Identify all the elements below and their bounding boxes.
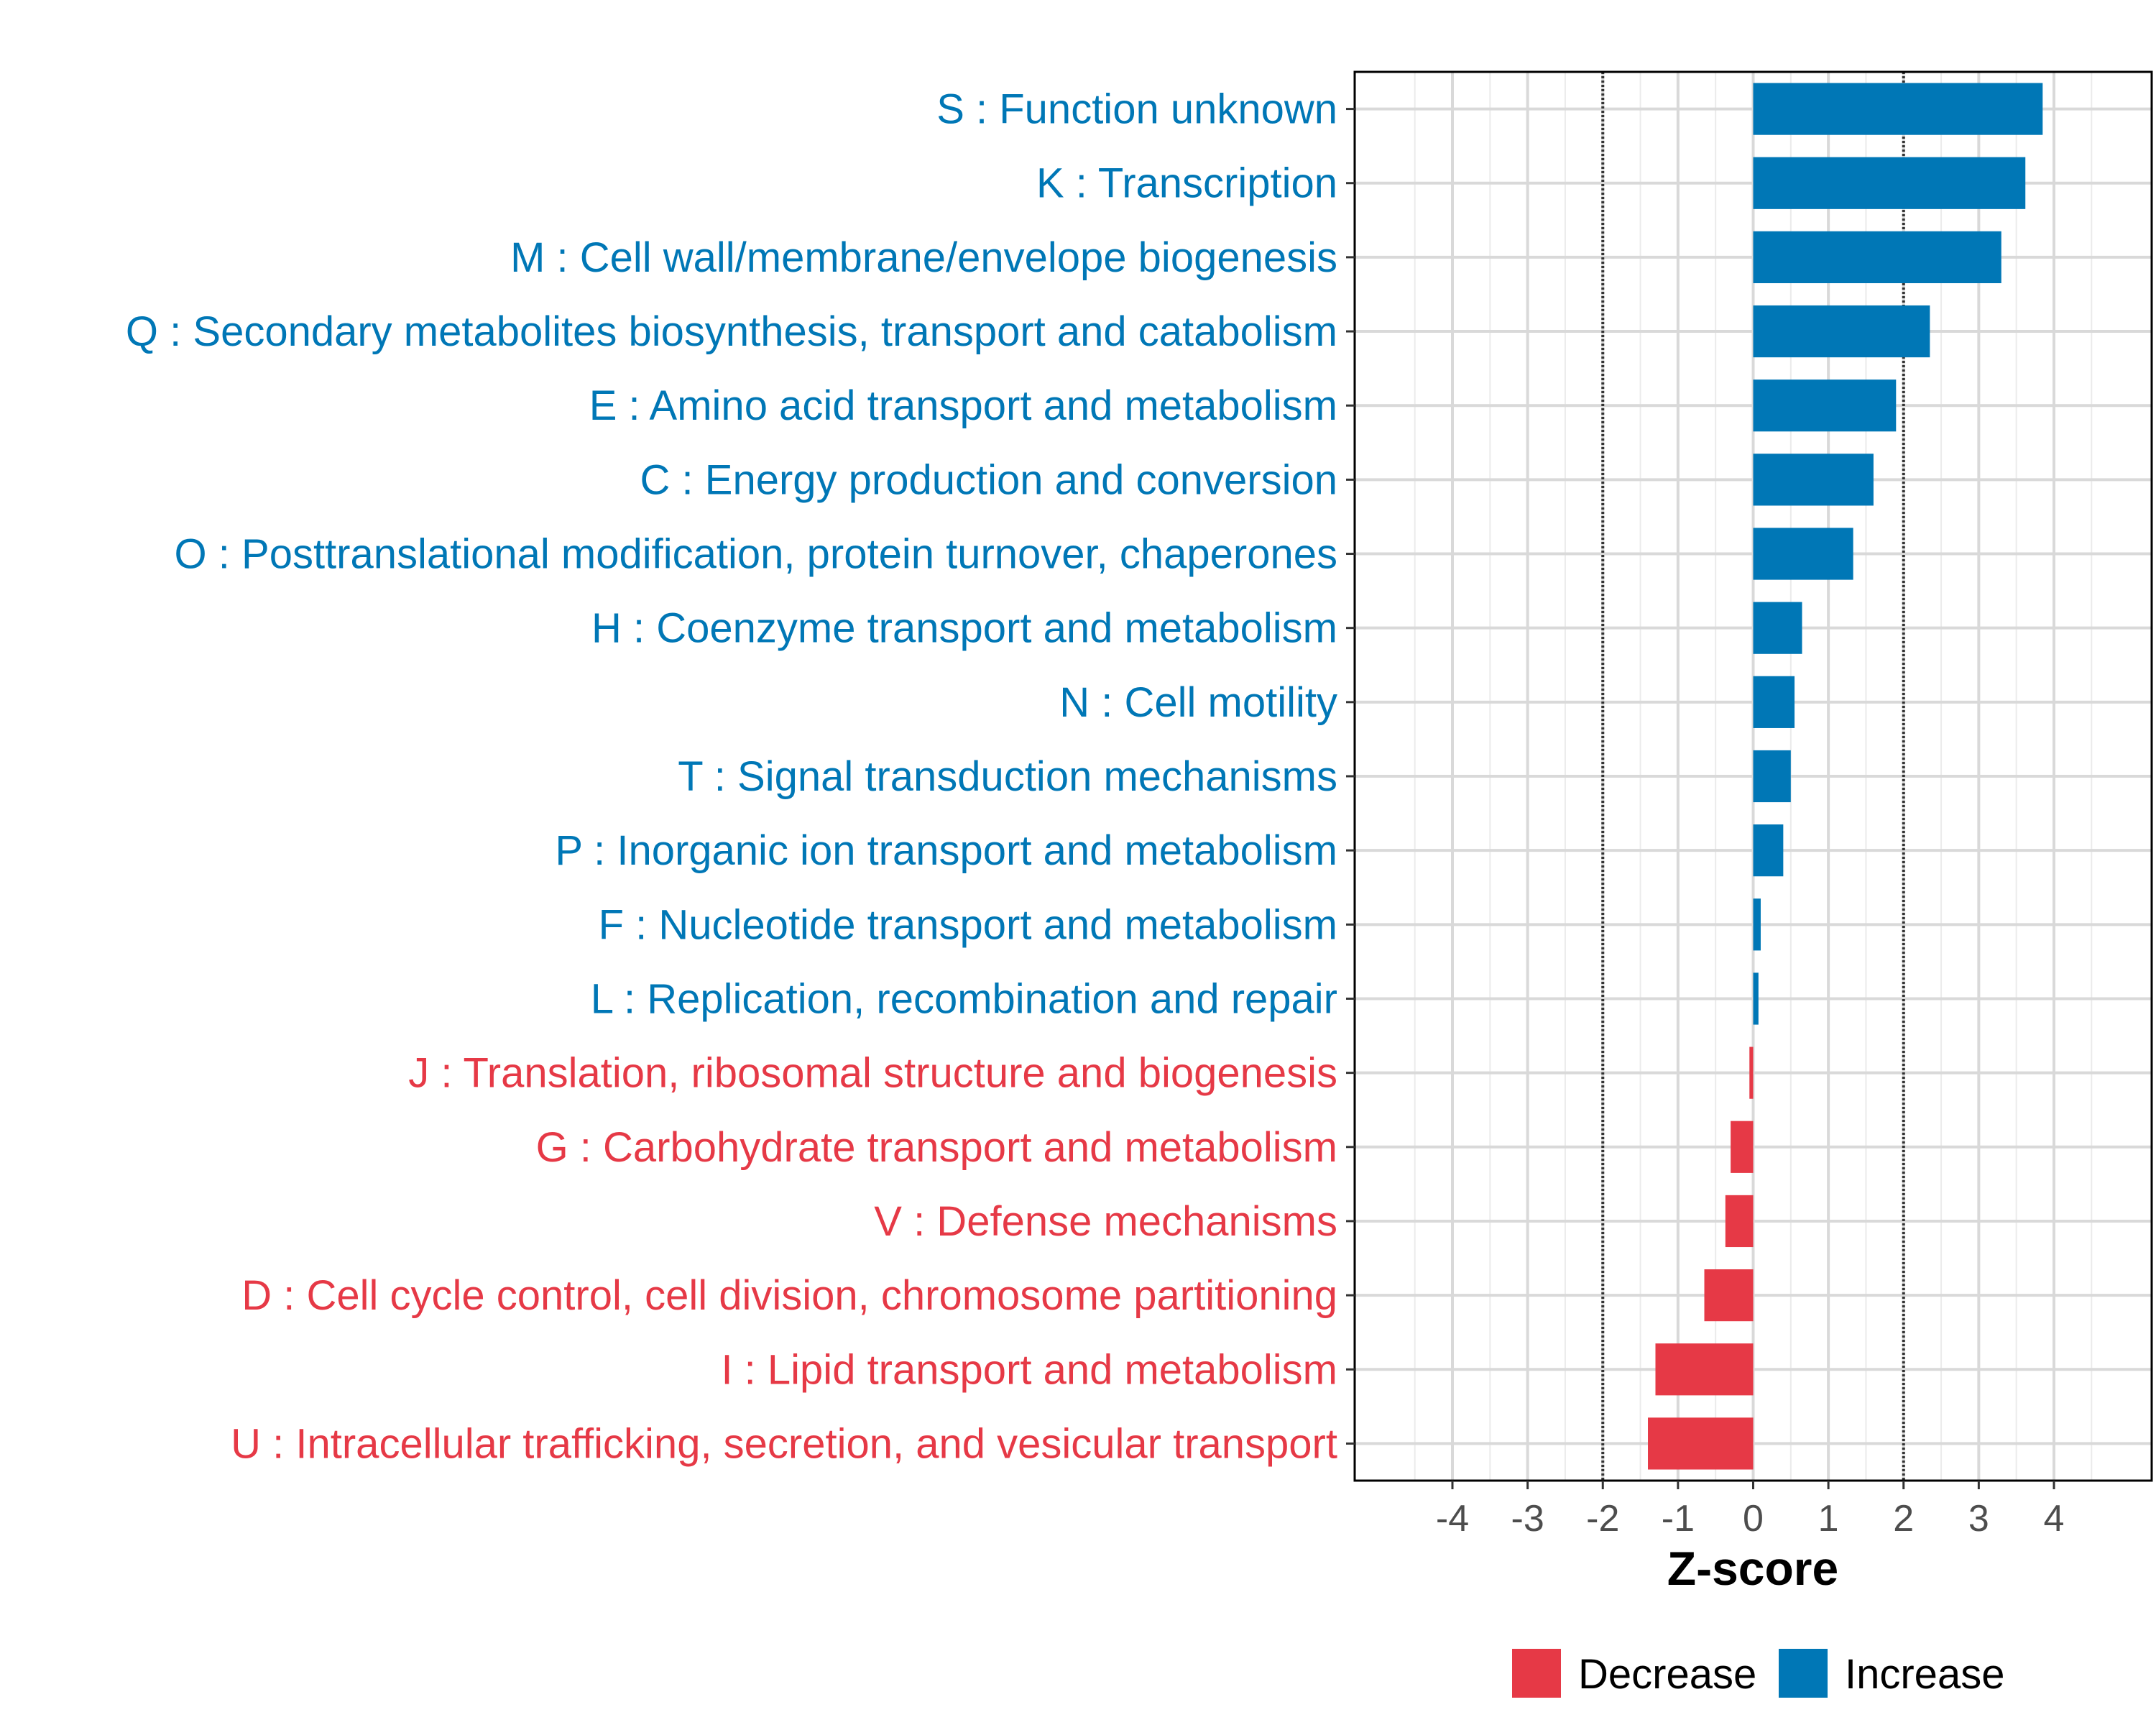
y-tick-label: Q : Secondary metabolites biosynthesis, …	[126, 308, 1337, 355]
bar	[1753, 454, 1874, 506]
x-tick-label: 2	[1893, 1498, 1914, 1540]
y-tick-label: O : Posttranslational modification, prot…	[175, 531, 1337, 578]
y-tick-label: V : Defense mechanisms	[874, 1198, 1337, 1245]
bar	[1753, 972, 1759, 1025]
legend-swatch	[1512, 1649, 1561, 1698]
bar	[1753, 824, 1784, 877]
bar	[1753, 83, 2043, 135]
y-tick-label: T : Signal transduction mechanisms	[678, 753, 1337, 800]
x-tick-label: -4	[1436, 1498, 1469, 1540]
bar	[1704, 1269, 1754, 1322]
bar	[1753, 602, 1802, 654]
y-tick-label: C : Energy production and conversion	[640, 456, 1337, 503]
y-tick-label: S : Function unknown	[936, 86, 1337, 133]
bar	[1753, 231, 2001, 283]
y-tick-label: I : Lipid transport and metabolism	[721, 1346, 1337, 1393]
bar	[1725, 1195, 1754, 1248]
x-tick-label: 1	[1818, 1498, 1839, 1540]
x-axis-ticks	[1451, 1481, 2055, 1489]
bar	[1753, 157, 2026, 209]
x-tick-label: 0	[1743, 1498, 1764, 1540]
x-tick-label: -1	[1662, 1498, 1695, 1540]
y-axis-ticks	[1346, 108, 1355, 1445]
y-tick-label: F : Nucleotide transport and metabolism	[599, 901, 1337, 948]
y-tick-label: J : Translation, ribosomal structure and…	[408, 1050, 1337, 1097]
bar	[1648, 1417, 1754, 1470]
x-tick-label: 3	[1968, 1498, 1989, 1540]
legend: Decrease Increase	[1512, 1649, 2004, 1698]
legend-label: Increase	[1845, 1651, 2004, 1698]
y-tick-label: H : Coenzyme transport and metabolism	[591, 605, 1337, 652]
bar	[1753, 676, 1795, 728]
bar	[1749, 1046, 1754, 1099]
bar	[1753, 528, 1853, 580]
y-axis-labels: S : Function unknown K : Transcription M :…	[126, 86, 1337, 1468]
bar	[1753, 898, 1761, 951]
y-tick-label: U : Intracellular trafficking, secretion…	[231, 1420, 1337, 1467]
y-tick-label: M : Cell wall/membrane/envelope biogenes…	[510, 234, 1337, 281]
legend-label: Decrease	[1578, 1651, 1756, 1698]
y-tick-label: P : Inorganic ion transport and metaboli…	[555, 827, 1337, 874]
bars	[1648, 83, 2043, 1470]
x-axis-labels: -4 -3 -2 -1 0 1 2 3 4	[1436, 1498, 2065, 1540]
x-tick-label: 4	[2044, 1498, 2065, 1540]
x-axis-title: Z-score	[1667, 1542, 1838, 1595]
y-tick-label: D : Cell cycle control, cell division, c…	[241, 1272, 1337, 1319]
x-tick-label: -2	[1586, 1498, 1619, 1540]
bar	[1731, 1121, 1754, 1173]
y-tick-label: L : Replication, recombination and repai…	[591, 975, 1337, 1022]
y-tick-label: N : Cell motility	[1059, 679, 1337, 726]
bar	[1753, 305, 1930, 358]
legend-swatch	[1779, 1649, 1828, 1698]
y-tick-label: K : Transcription	[1036, 160, 1337, 207]
x-tick-label: -3	[1511, 1498, 1544, 1540]
bar	[1655, 1343, 1754, 1396]
bar	[1753, 750, 1791, 803]
bar	[1753, 380, 1897, 432]
y-tick-label: E : Amino acid transport and metabolism	[589, 382, 1337, 429]
y-tick-label: G : Carbohydrate transport and metabolis…	[536, 1124, 1337, 1171]
